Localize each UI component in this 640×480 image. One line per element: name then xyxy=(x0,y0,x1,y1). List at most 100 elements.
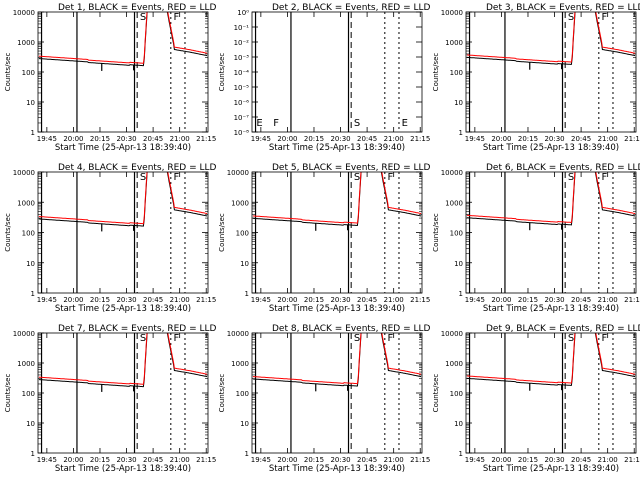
y-axis-label: Counts/sec xyxy=(218,53,226,92)
panel-title: Det 4, BLACK = Events, RED = LLD xyxy=(58,163,217,173)
plot-frame xyxy=(251,332,423,454)
y-axis-label: Counts/sec xyxy=(4,53,12,92)
x-tick-label: 20:45 xyxy=(143,296,163,304)
x-tick-label: 20:30 xyxy=(330,135,350,143)
y-tick-label: 1000 xyxy=(445,360,463,368)
events-line xyxy=(466,333,636,386)
panel-det-6: Det 6, BLACK = Events, RED = LLD Counts/s… xyxy=(432,163,640,314)
x-tick-label: 20:30 xyxy=(330,456,350,464)
x-axis-label: Start Time (25-Apr-13 18:39:40) xyxy=(55,304,191,314)
x-tick-label: 20:45 xyxy=(143,456,163,464)
y-tick-label: 10⁻⁶ xyxy=(234,99,250,107)
panel-det-5: Det 5, BLACK = Events, RED = LLD Counts/s… xyxy=(218,163,431,314)
x-tick-label: 21:15 xyxy=(196,135,216,143)
panel-title: Det 3, BLACK = Events, RED = LLD xyxy=(486,3,640,13)
panel-title: Det 6, BLACK = Events, RED = LLD xyxy=(486,163,640,173)
annotation-letter: S xyxy=(568,333,574,344)
panel-title: Det 8, BLACK = Events, RED = LLD xyxy=(272,324,431,334)
x-tick-label: 20:15 xyxy=(304,296,324,304)
annotation-letter: E xyxy=(256,118,262,129)
plot-frame xyxy=(465,332,637,454)
x-tick-label: 21:15 xyxy=(196,456,216,464)
x-tick-label: 21:15 xyxy=(410,456,430,464)
annotation-letter: S xyxy=(354,172,360,183)
annotation-letter: F xyxy=(273,118,279,129)
annotation-letter: F xyxy=(601,172,607,183)
x-tick-label: 20:00 xyxy=(277,296,297,304)
panel-title: Det 7, BLACK = Events, RED = LLD xyxy=(58,324,217,334)
x-tick-label: 20:30 xyxy=(116,456,136,464)
lld-line xyxy=(38,172,208,225)
y-tick-label: 1 xyxy=(245,290,249,298)
y-tick-label: 100 xyxy=(236,390,249,398)
x-axis-label: Start Time (25-Apr-13 18:39:40) xyxy=(269,143,405,153)
y-tick-label: 10 xyxy=(454,99,463,107)
y-tick-label: 10⁻⁴ xyxy=(234,69,250,77)
y-tick-label: 100 xyxy=(22,390,35,398)
plot-frame xyxy=(37,171,209,294)
annotation-letter: S xyxy=(354,118,360,129)
x-tick-label: 20:30 xyxy=(544,456,564,464)
x-tick-label: 19:45 xyxy=(465,296,485,304)
x-tick-label: 21:00 xyxy=(170,296,190,304)
y-tick-label: 1000 xyxy=(445,199,463,207)
y-tick-label: 10000 xyxy=(227,330,249,338)
x-tick-label: 20:30 xyxy=(330,296,350,304)
plot-frame xyxy=(465,171,637,294)
y-tick-label: 10 xyxy=(26,99,35,107)
x-tick-label: 20:30 xyxy=(544,135,564,143)
y-tick-label: 100 xyxy=(450,69,463,77)
x-tick-label: 20:00 xyxy=(277,456,297,464)
annotation-letter: F xyxy=(173,333,179,344)
x-tick-label: 20:00 xyxy=(491,296,511,304)
x-tick-label: 21:15 xyxy=(410,135,430,143)
x-tick-label: 19:45 xyxy=(37,456,57,464)
x-tick-label: 20:00 xyxy=(277,135,297,143)
lld-line xyxy=(466,12,636,63)
x-tick-label: 20:30 xyxy=(116,296,136,304)
y-axis-label: Counts/sec xyxy=(218,374,226,413)
panel-det-7: Det 7, BLACK = Events, RED = LLD Counts/s… xyxy=(4,324,217,474)
annotation-letter: F xyxy=(601,12,607,23)
x-axis-label: Start Time (25-Apr-13 18:39:40) xyxy=(55,464,191,474)
plot-frame xyxy=(37,332,209,454)
y-tick-label: 1 xyxy=(245,450,249,458)
x-tick-label: 20:45 xyxy=(357,296,377,304)
x-tick-label: 20:15 xyxy=(90,296,110,304)
y-tick-label: 100 xyxy=(450,230,463,238)
events-line xyxy=(38,12,208,67)
annotation-letter: S xyxy=(140,12,146,23)
y-tick-label: 100 xyxy=(22,230,35,238)
y-tick-label: 10000 xyxy=(441,169,463,177)
x-tick-label: 21:15 xyxy=(410,296,430,304)
x-axis-label: Start Time (25-Apr-13 18:39:40) xyxy=(483,304,619,314)
lld-line xyxy=(38,12,208,64)
x-tick-label: 21:00 xyxy=(598,135,618,143)
y-tick-label: 10000 xyxy=(441,9,463,17)
plot-frame xyxy=(251,11,423,133)
panel-det-3: Det 3, BLACK = Events, RED = LLD Counts/s… xyxy=(432,3,640,153)
y-tick-label: 10 xyxy=(26,420,35,428)
x-tick-label: 21:00 xyxy=(384,135,404,143)
x-tick-label: 21:00 xyxy=(384,296,404,304)
panel-title: Det 2, BLACK = Events, RED = LLD xyxy=(272,3,431,13)
x-tick-label: 21:15 xyxy=(624,135,640,143)
panel-det-8: Det 8, BLACK = Events, RED = LLD Counts/s… xyxy=(218,324,431,474)
y-tick-label: 1000 xyxy=(231,360,249,368)
x-tick-label: 19:45 xyxy=(251,456,271,464)
lld-line xyxy=(466,333,636,384)
y-tick-label: 1 xyxy=(459,129,463,137)
y-tick-label: 1 xyxy=(31,290,35,298)
x-tick-label: 20:00 xyxy=(491,456,511,464)
y-axis-label: Counts/sec xyxy=(218,213,226,252)
x-axis-label: Start Time (25-Apr-13 18:39:40) xyxy=(483,464,619,474)
y-tick-label: 100 xyxy=(22,69,35,77)
x-tick-label: 19:45 xyxy=(37,135,57,143)
x-tick-label: 20:45 xyxy=(357,135,377,143)
y-tick-label: 1000 xyxy=(445,39,463,47)
x-tick-label: 21:00 xyxy=(170,135,190,143)
x-tick-label: 19:45 xyxy=(251,135,271,143)
x-tick-label: 20:45 xyxy=(571,456,591,464)
